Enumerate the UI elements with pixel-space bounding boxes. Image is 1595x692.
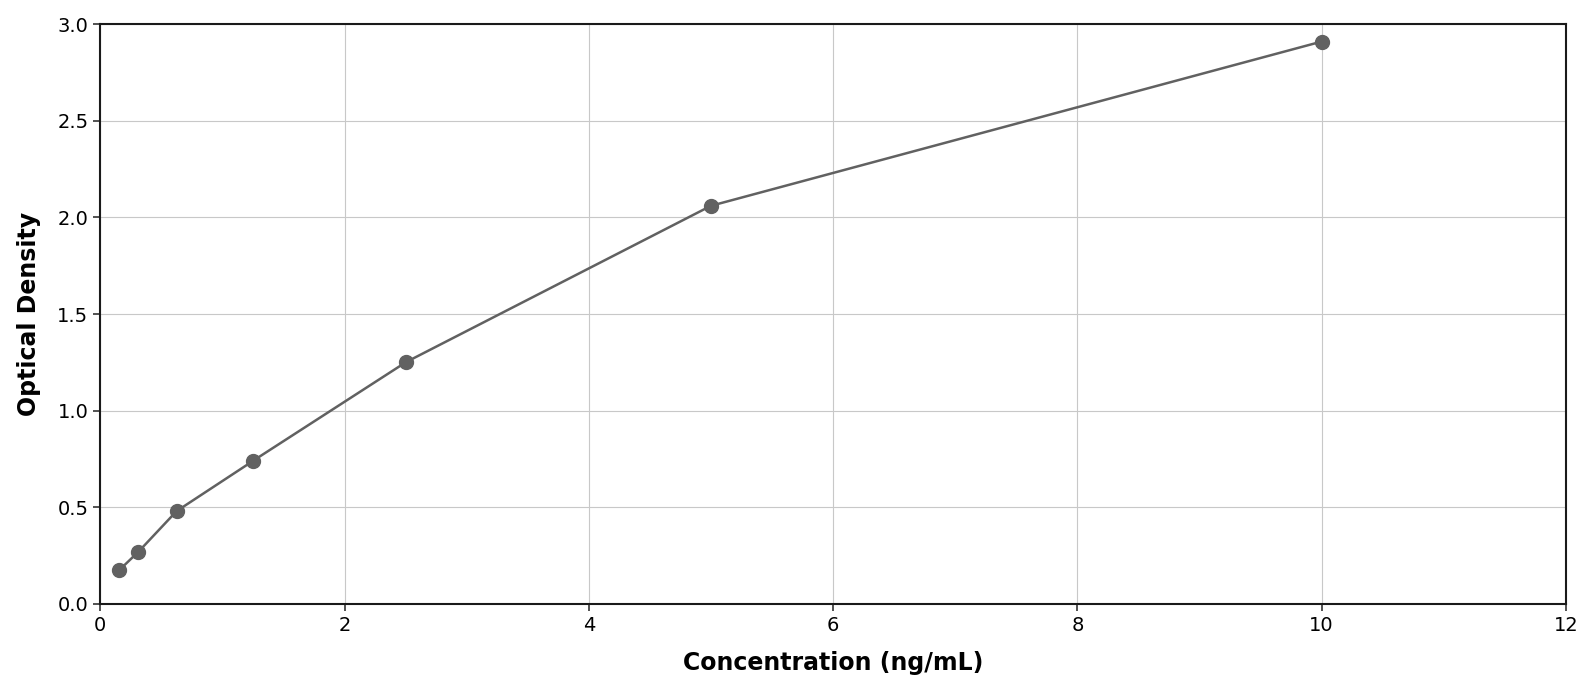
- Point: [1309, 36, 1335, 47]
- Point: [241, 455, 266, 466]
- Point: [699, 200, 724, 211]
- Point: [164, 506, 190, 517]
- Point: [107, 565, 132, 576]
- Y-axis label: Optical Density: Optical Density: [16, 212, 40, 416]
- Point: [392, 357, 418, 368]
- Point: [126, 546, 152, 557]
- X-axis label: Concentration (ng/mL): Concentration (ng/mL): [683, 651, 983, 675]
